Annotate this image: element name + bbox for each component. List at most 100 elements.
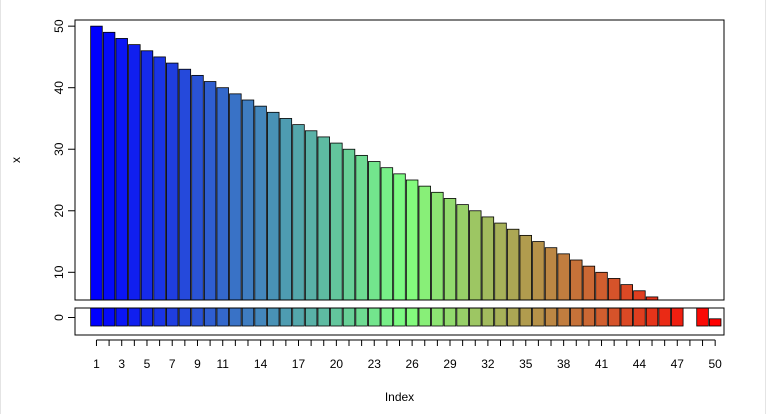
bar-34 <box>506 228 520 301</box>
lower-plot-frame <box>74 307 725 336</box>
bar-44 <box>633 290 646 301</box>
y-axis-lower: 0 <box>52 314 75 321</box>
bar-2 <box>102 31 116 301</box>
bar-19 <box>317 136 330 301</box>
x-tick-label-26: 26 <box>405 357 419 371</box>
bar-28 <box>431 191 444 301</box>
x-tick-label-20: 20 <box>330 357 344 371</box>
bar-stub-39 <box>570 307 583 327</box>
bar-stub-26 <box>405 307 419 327</box>
x-tick-label-7: 7 <box>169 357 176 371</box>
lower-panel-bars <box>90 307 722 327</box>
x-tick-label-9: 9 <box>194 357 201 371</box>
x-axis: 1 3 5 7 9 11 14 17 20 23 26 29 32 35 38 41 44 47 50 <box>93 339 722 371</box>
bar-stub-6 <box>153 307 166 327</box>
bar-32 <box>481 216 495 301</box>
bar-12 <box>229 93 242 301</box>
bar-17 <box>292 124 305 301</box>
x-tick-label-5: 5 <box>144 357 151 371</box>
x-tick-label-38: 38 <box>557 357 571 371</box>
bar-stub-12 <box>229 307 242 327</box>
bar-42 <box>607 278 621 301</box>
x-tick-label-50: 50 <box>708 357 722 371</box>
bar-13 <box>241 99 255 301</box>
x-axis-label: Index <box>385 390 414 404</box>
bar-stub-31 <box>469 307 482 327</box>
bar-stub-18 <box>304 307 318 327</box>
bar-stub-8 <box>178 307 192 327</box>
bar-8 <box>178 68 192 301</box>
bar-10 <box>203 81 217 301</box>
x-tick-label-44: 44 <box>633 357 647 371</box>
x-tick-label-35: 35 <box>519 357 533 371</box>
bar-stub-43 <box>620 307 633 327</box>
bar-15 <box>267 111 280 301</box>
bar-stub-37 <box>544 307 558 327</box>
x-tick-label-32: 32 <box>481 357 495 371</box>
bar-stub-44 <box>633 307 646 327</box>
bar-stub-42 <box>607 307 621 327</box>
bar-stub-30 <box>456 307 469 327</box>
bar-21 <box>342 148 356 301</box>
bar-stub-10 <box>203 307 217 327</box>
y-axis-upper: 10 20 30 40 50 <box>52 19 75 279</box>
bar-stub-47 <box>671 307 684 327</box>
bar-stub-29 <box>443 307 457 327</box>
bar-stub-46 <box>658 307 671 327</box>
bar-stub-35 <box>519 307 532 327</box>
bar-stub-14 <box>254 307 267 327</box>
bar-43 <box>620 284 633 301</box>
bar-stub-27 <box>418 307 431 327</box>
bar-stub-3 <box>115 307 128 327</box>
bar-24 <box>380 167 394 301</box>
bar-36 <box>532 241 545 301</box>
bar-stub-40 <box>582 307 596 327</box>
x-tick-label-41: 41 <box>595 357 609 371</box>
bar-31 <box>469 210 482 301</box>
bar-23 <box>368 161 381 301</box>
bar-stub-22 <box>355 307 368 327</box>
bar-20 <box>330 142 343 301</box>
bar-stub-36 <box>532 307 545 327</box>
bar-stub-2 <box>102 307 116 327</box>
bar-stub-49 <box>696 307 709 327</box>
bar-stub-23 <box>368 307 381 327</box>
bar-stub-45 <box>645 307 659 327</box>
bar-stub-28 <box>431 307 444 327</box>
bar-stub-1 <box>90 307 103 327</box>
y-tick-label-20: 20 <box>52 204 66 218</box>
bar-stub-20 <box>330 307 343 327</box>
bar-18 <box>304 130 318 301</box>
bar-stub-50 <box>708 318 722 327</box>
bar-11 <box>216 87 229 301</box>
bar-9 <box>191 74 204 301</box>
bar-stub-34 <box>506 307 520 327</box>
bar-27 <box>418 185 431 301</box>
bar-stub-33 <box>494 307 507 327</box>
bar-stub-24 <box>380 307 394 327</box>
bar-3 <box>115 38 128 301</box>
bar-38 <box>557 253 570 301</box>
bar-39 <box>570 259 583 301</box>
x-tick-label-14: 14 <box>254 357 268 371</box>
x-tick-label-17: 17 <box>292 357 306 371</box>
bar-4 <box>128 44 141 301</box>
right-frame-edge <box>765 0 766 414</box>
bar-stub-13 <box>241 307 255 327</box>
bar-5 <box>140 50 154 301</box>
bar-stub-19 <box>317 307 330 327</box>
x-tick-label-3: 3 <box>118 357 125 371</box>
bar-stub-5 <box>140 307 154 327</box>
bar-stub-15 <box>267 307 280 327</box>
bar-stub-9 <box>191 307 204 327</box>
bar-41 <box>595 271 608 301</box>
bar-stub-11 <box>216 307 229 327</box>
bar-14 <box>254 105 267 301</box>
bar-37 <box>544 247 558 301</box>
x-tick-label-29: 29 <box>443 357 457 371</box>
bar-29 <box>443 198 457 301</box>
bar-40 <box>582 265 596 301</box>
bar-35 <box>519 234 532 301</box>
y-tick-label-40: 40 <box>52 81 66 95</box>
